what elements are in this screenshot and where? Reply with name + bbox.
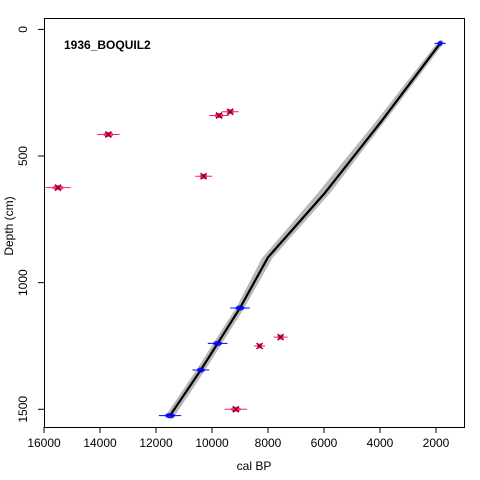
rejected-date-marker [200,172,208,180]
rejected-date-marker [256,342,264,350]
rejected-date-marker [232,405,240,413]
age-model-median-line [169,42,442,417]
y-axis-label: Depth (cm) [2,196,16,255]
date-rejected [45,184,71,192]
axes-layer: 16000 14000 12000 10000 8000 6000 4000 2000 0 500… [16,26,450,450]
date-probability [197,367,205,373]
date-accepted [434,40,446,46]
y-tick-label: 0 [16,26,30,33]
date-probability [437,40,443,46]
rejected-date-marker [104,131,112,138]
date-accepted [192,367,210,373]
plot-frame [44,18,465,428]
x-tick-label: 6000 [311,436,338,450]
x-tick-label: 12000 [139,436,173,450]
y-tick-label: 500 [16,146,30,166]
x-axis-label: cal BP [237,459,272,473]
y-tick-label: 1000 [16,269,30,296]
date-accepted [158,413,182,419]
rejected-date-marker [226,108,234,116]
chart-title: 1936_BOQUIL2 [64,38,151,52]
date-probability [235,305,245,311]
x-tick-label: 10000 [195,436,229,450]
x-tick-label: 14000 [83,436,117,450]
x-tick-label: 2000 [423,436,450,450]
date-rejected [221,108,239,116]
date-rejected [97,131,120,138]
date-accepted [230,305,250,311]
rejected-date-marker [215,112,223,119]
date-rejected [273,333,288,341]
x-tick-label: 16000 [27,436,61,450]
date-probability [164,413,176,419]
y-tick-label: 1500 [16,396,30,423]
rejected-date-marker [54,184,62,192]
date-rejected [254,342,266,350]
date-rejected [195,172,212,180]
rejected-date-marker [277,333,285,341]
plot-layer [45,40,446,419]
date-accepted [207,340,228,347]
x-tick-label: 4000 [367,436,394,450]
date-rejected [224,405,247,413]
x-tick-label: 8000 [255,436,282,450]
date-rejected [209,112,229,119]
date-probability [213,340,223,347]
